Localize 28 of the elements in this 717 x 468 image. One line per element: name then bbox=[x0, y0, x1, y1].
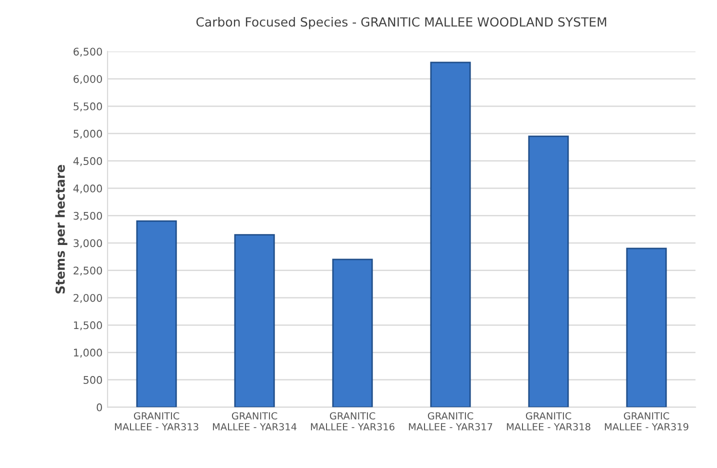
x-tick-label: GRANITIC MALLEE - YAR318 bbox=[506, 412, 590, 430]
y-tick-label: 2,500 bbox=[74, 266, 102, 276]
y-tick-label: 500 bbox=[84, 376, 102, 384]
x-tick-label: GRANITIC MALLEE - YAR317 bbox=[408, 412, 492, 430]
y-tick-label: 4,000 bbox=[73, 184, 102, 194]
y-tick-label: 2,000 bbox=[74, 294, 102, 303]
bar bbox=[332, 258, 373, 408]
y-tick-label: 6,000 bbox=[74, 75, 102, 84]
y-tick-label: 3,000 bbox=[74, 239, 102, 248]
y-tick-label: 0 bbox=[96, 403, 102, 412]
bar bbox=[136, 220, 177, 408]
y-tick-label: 1,000 bbox=[74, 348, 102, 358]
x-tick-label: GRANITIC MALLEE - YAR313 bbox=[115, 412, 198, 430]
bar bbox=[234, 234, 275, 408]
x-tick-label: GRANITIC MALLEE - YAR316 bbox=[310, 412, 394, 430]
bar bbox=[626, 248, 667, 408]
y-tick-label: 1,500 bbox=[74, 321, 102, 330]
y-tick-label: 5,000 bbox=[74, 130, 102, 139]
y-tick-label: 4,500 bbox=[73, 157, 102, 166]
y-tick-label: 5,500 bbox=[74, 102, 102, 112]
x-tick-label: GRANITIC MALLEE - YAR319 bbox=[604, 412, 688, 430]
x-tick-label: GRANITIC MALLEE - YAR314 bbox=[212, 412, 296, 430]
y-tick-label: 6,500 bbox=[74, 48, 102, 57]
chart-title: Carbon Focused Species - GRANITIC MALLEE WOODLAND SYSTEM bbox=[196, 16, 606, 30]
bar bbox=[430, 62, 471, 408]
y-axis-title: Stems per hectare bbox=[55, 164, 68, 294]
bar bbox=[528, 136, 569, 408]
y-tick-label: 3,500 bbox=[74, 212, 102, 221]
